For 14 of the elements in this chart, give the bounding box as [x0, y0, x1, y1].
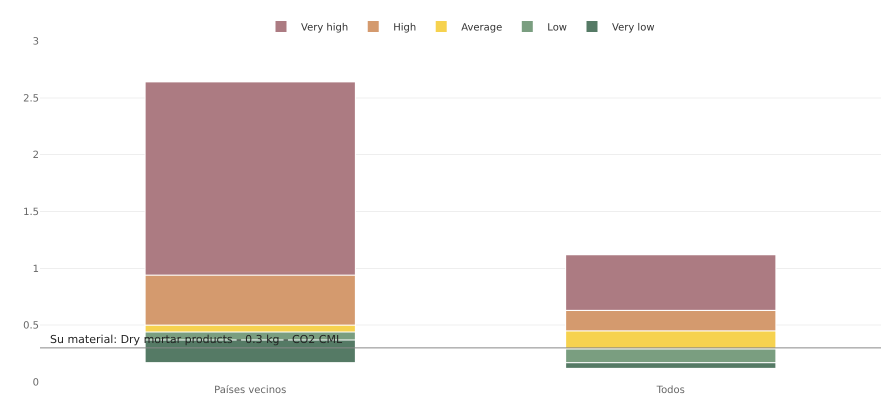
y-tick-label: 0.5	[23, 320, 39, 332]
y-tick-label: 2	[32, 150, 39, 162]
legend-label: Low	[547, 22, 567, 34]
x-tick-label: Países vecinos	[214, 385, 286, 396]
x-tick-label: Todos	[656, 385, 685, 396]
legend-label: High	[393, 22, 416, 34]
y-tick-label: 1.5	[23, 207, 39, 218]
legend-label: Very high	[301, 22, 348, 34]
y-tick-label: 2.5	[23, 93, 39, 104]
y-tick-label: 0	[32, 378, 39, 388]
legend-label: Average	[461, 22, 502, 34]
y-tick-label: 3	[32, 36, 39, 48]
y-tick-label: 1	[32, 264, 39, 275]
legend-label: Very low	[612, 22, 654, 34]
